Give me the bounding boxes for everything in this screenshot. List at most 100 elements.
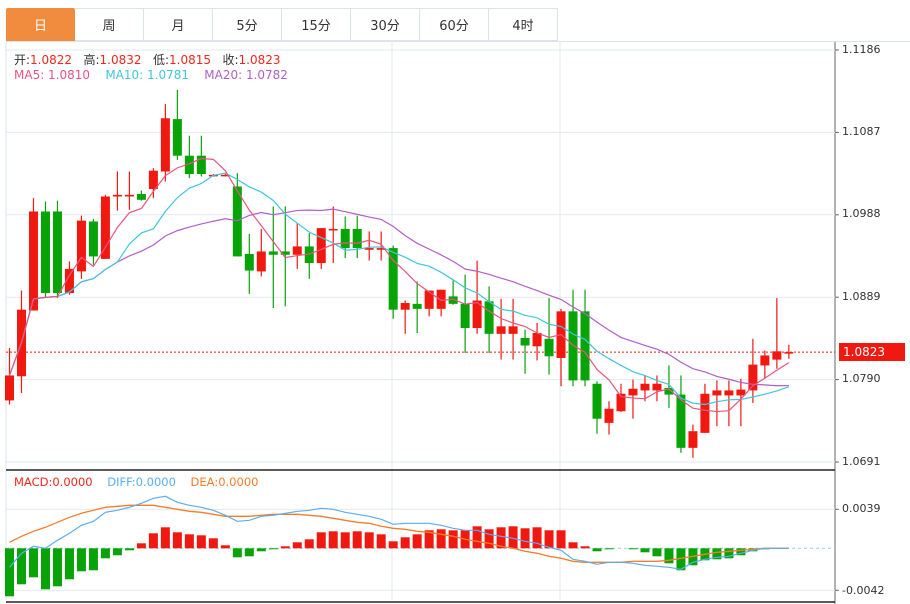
candle-down <box>676 394 686 448</box>
candle-down <box>40 211 50 294</box>
dea-line <box>9 504 789 563</box>
tab-day[interactable]: 日 <box>6 8 75 41</box>
tab-15min[interactable]: 15分 <box>282 8 351 41</box>
macd-bar <box>76 548 86 572</box>
price-axis-label: 1.0790 <box>842 372 881 385</box>
tab-60min[interactable]: 60分 <box>420 8 489 41</box>
macd-bar <box>556 530 566 549</box>
candle-up <box>160 118 170 172</box>
macd-bar <box>244 548 254 557</box>
candle-up <box>688 431 698 448</box>
macd-axis-label: 0.0039 <box>842 502 881 515</box>
macd-axis-label: -0.0042 <box>842 584 885 597</box>
candle-up <box>316 228 326 264</box>
candle-down <box>460 303 470 328</box>
candle-up <box>400 303 410 310</box>
price-axis-label: 1.1087 <box>842 125 881 138</box>
candle-down <box>664 387 674 395</box>
macd-bar <box>52 548 62 587</box>
current-price-tag: 1.0823 <box>839 343 905 361</box>
low-label: 低: <box>153 53 170 67</box>
candle-up <box>148 170 158 189</box>
macd-bar <box>172 532 182 549</box>
candle-down <box>268 251 278 255</box>
price-axis-label: 1.0889 <box>842 290 881 303</box>
macd-bar <box>712 548 722 560</box>
macd-bar <box>280 546 290 549</box>
ma-info: MA5: 1.0810 MA10: 1.0781 MA20: 1.0782 <box>14 68 288 82</box>
candle-down <box>520 337 530 346</box>
candle-up <box>124 194 134 197</box>
open-value: 1.0822 <box>30 53 73 67</box>
tab-4hour[interactable]: 4时 <box>489 8 558 41</box>
tab-month[interactable]: 月 <box>144 8 213 41</box>
ma5-line <box>8 157 790 413</box>
macd-bar <box>604 548 614 550</box>
macd-bar <box>508 526 518 549</box>
candle-up <box>700 393 710 433</box>
tab-5min[interactable]: 5分 <box>213 8 282 41</box>
candle-up <box>76 220 86 272</box>
ma20-value: MA20: 1.0782 <box>204 68 288 82</box>
macd-bar <box>184 534 194 549</box>
candle-down <box>196 155 206 175</box>
candle-up <box>784 352 794 354</box>
macd-bar <box>532 527 542 549</box>
candle-down <box>412 303 422 309</box>
macd-value: MACD:0.0000 <box>14 475 93 489</box>
macd-bar <box>256 548 266 552</box>
ma10-value: MA10: 1.0781 <box>105 68 189 82</box>
macd-bar <box>64 548 74 580</box>
low-value: 1.0815 <box>169 53 212 67</box>
macd-bar <box>388 541 398 549</box>
macd-bar <box>28 548 38 578</box>
candle-down <box>280 251 290 255</box>
macd-bar <box>484 529 494 549</box>
candle-down <box>172 119 182 156</box>
candle-up <box>652 383 662 391</box>
tab-30min[interactable]: 30分 <box>351 8 420 41</box>
candle-up <box>724 390 734 396</box>
candle-up <box>424 290 434 309</box>
macd-bar <box>436 529 446 549</box>
macd-bar <box>736 548 746 556</box>
macd-bar <box>160 527 170 549</box>
candle-up <box>220 174 230 177</box>
candle-up <box>436 289 446 309</box>
macd-bar <box>208 538 218 549</box>
candle-up <box>604 408 614 423</box>
candle-up <box>640 383 650 391</box>
candle-down <box>580 311 590 381</box>
macd-bar <box>568 542 578 549</box>
high-value: 1.0832 <box>99 53 142 67</box>
period-tabs: 日 周 月 5分 15分 30分 60分 4时 <box>6 8 558 42</box>
macd-bar <box>652 548 662 557</box>
macd-bar <box>196 535 206 549</box>
candle-up <box>760 355 770 366</box>
candle-up <box>616 393 626 412</box>
candle-down <box>244 253 254 271</box>
ohlc-info: 开:1.0822 高:1.0832 低:1.0815 收:1.0823 <box>14 51 281 68</box>
candle-up <box>64 268 74 294</box>
candle-up <box>328 228 338 231</box>
ma20-line <box>8 208 789 387</box>
candle-up <box>28 211 38 311</box>
candle-up <box>364 248 374 250</box>
macd-info: MACD:0.0000 DIFF:0.0000 DEA:0.0000 <box>14 475 258 489</box>
macd-bar <box>5 548 14 597</box>
diff-line <box>9 495 789 570</box>
macd-bar <box>664 548 674 564</box>
candle-up <box>256 251 266 272</box>
macd-bar <box>88 548 98 571</box>
macd-bar <box>340 532 350 549</box>
candle-down <box>544 338 554 357</box>
macd-bar <box>220 545 230 549</box>
macd-bar <box>352 531 362 549</box>
ma10-line <box>8 172 790 406</box>
tab-week[interactable]: 周 <box>75 8 144 41</box>
candle-down <box>352 228 362 249</box>
price-axis-label: 1.0691 <box>842 455 881 468</box>
macd-bar <box>100 548 110 559</box>
macd-bar <box>676 548 686 571</box>
